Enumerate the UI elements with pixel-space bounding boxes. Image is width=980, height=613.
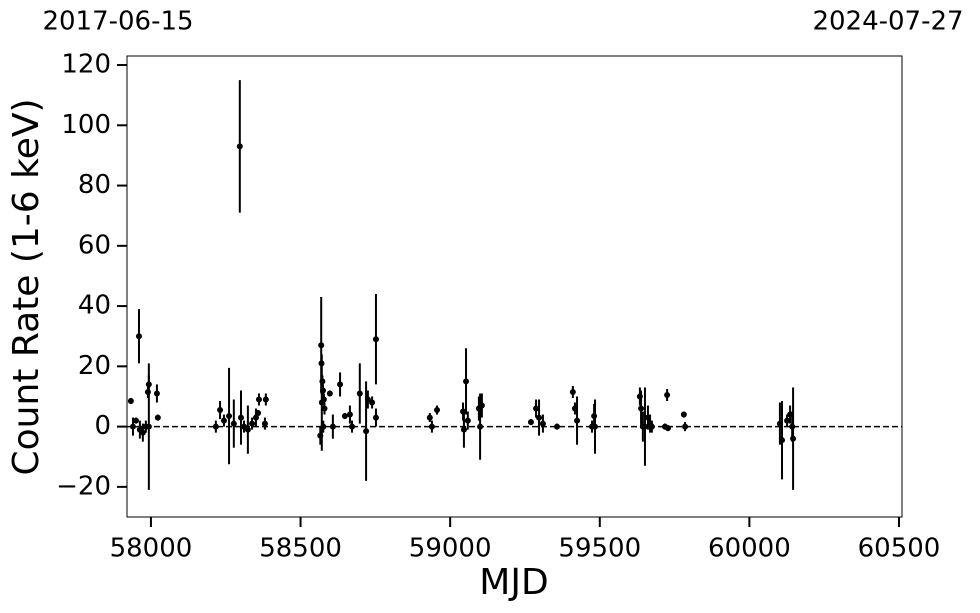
top-label: 2017-06-15 <box>42 7 193 37</box>
data-point <box>127 397 134 404</box>
data-point <box>318 342 325 349</box>
y-tick-label: 80 <box>78 170 111 200</box>
data-point <box>238 414 245 421</box>
data-point <box>255 410 262 417</box>
data-point <box>539 420 546 427</box>
y-tick-label: 100 <box>61 110 111 140</box>
data-point <box>536 414 543 421</box>
data-point <box>372 336 379 343</box>
data-point <box>129 423 136 430</box>
data-point <box>244 426 251 433</box>
data-point <box>641 423 648 430</box>
data-point <box>426 414 433 421</box>
x-tick-label: 60000 <box>708 534 791 564</box>
data-point <box>478 402 485 409</box>
data-point <box>664 391 671 398</box>
data-point <box>319 387 326 394</box>
data-point <box>591 423 598 430</box>
data-point <box>569 388 576 395</box>
data-point <box>638 405 645 412</box>
data-point <box>372 414 379 421</box>
y-tick-label: 60 <box>78 230 111 260</box>
data-point <box>527 419 534 426</box>
top-label: 2024-07-27 <box>812 7 963 37</box>
data-point <box>434 407 440 414</box>
data-point <box>349 423 356 430</box>
data-point <box>255 396 262 403</box>
data-point <box>463 378 470 385</box>
y-axis-label: Count Rate (1-6 keV) <box>6 98 47 475</box>
data-point <box>533 405 540 412</box>
data-point <box>464 417 471 424</box>
data-point <box>460 426 467 433</box>
data-point <box>477 423 484 430</box>
data-point <box>139 429 146 436</box>
data-point <box>369 399 376 406</box>
data-point <box>648 423 655 430</box>
data-point <box>132 417 139 424</box>
x-tick-label: 60500 <box>858 534 941 564</box>
data-point <box>249 420 256 427</box>
x-tick-label: 58500 <box>259 534 342 564</box>
data-point <box>226 413 233 420</box>
y-tick-label: 120 <box>61 50 111 80</box>
y-tick-label: 0 <box>94 411 111 441</box>
data-point <box>318 360 325 367</box>
y-tick-label: −20 <box>56 471 111 501</box>
data-point <box>364 396 371 403</box>
data-point <box>779 437 786 444</box>
data-point <box>784 417 791 424</box>
data-point <box>319 378 326 385</box>
data-point <box>217 407 224 414</box>
data-point <box>320 423 327 430</box>
data-point <box>145 423 152 430</box>
data-point <box>789 423 796 430</box>
data-point <box>337 381 344 388</box>
data-point <box>329 423 336 430</box>
data-point <box>230 420 237 427</box>
data-point <box>665 425 672 432</box>
data-point <box>363 428 370 435</box>
data-point <box>574 417 581 424</box>
plot-frame <box>126 55 903 518</box>
data-point <box>252 414 259 421</box>
data-point <box>236 143 243 150</box>
data-point <box>317 432 324 439</box>
data-point <box>154 414 161 421</box>
data-point <box>428 423 435 430</box>
y-tick-label: 20 <box>78 351 111 381</box>
data-point <box>220 417 227 424</box>
x-tick-label: 59000 <box>409 534 492 564</box>
x-tick-label: 59500 <box>558 534 641 564</box>
data-point <box>356 390 363 397</box>
data-point <box>553 423 560 430</box>
data-point <box>262 396 269 403</box>
data-point <box>320 396 327 403</box>
data-point <box>135 333 142 340</box>
data-point <box>341 413 348 420</box>
data-point <box>680 411 687 418</box>
y-tick-label: 40 <box>78 291 111 321</box>
data-point <box>346 411 353 418</box>
data-point <box>261 420 268 427</box>
data-point <box>326 390 333 397</box>
data-point <box>153 390 160 397</box>
data-point <box>682 423 689 430</box>
x-axis-label: MJD <box>479 562 548 603</box>
data-point <box>321 405 328 412</box>
data-point <box>212 423 219 430</box>
x-tick-label: 58000 <box>110 534 193 564</box>
